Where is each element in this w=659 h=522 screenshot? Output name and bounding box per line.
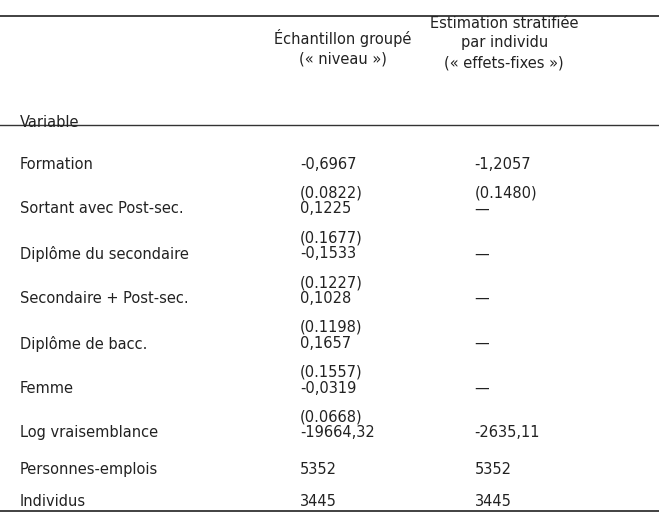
Text: (0.1198): (0.1198): [300, 320, 362, 335]
Text: (0.1557): (0.1557): [300, 365, 362, 380]
Text: 3445: 3445: [474, 494, 511, 509]
Text: -0,1533: -0,1533: [300, 246, 356, 262]
Text: (0.1677): (0.1677): [300, 230, 362, 245]
Text: Secondaire + Post-sec.: Secondaire + Post-sec.: [20, 291, 188, 306]
Text: —: —: [474, 201, 489, 217]
Text: Diplôme de bacc.: Diplôme de bacc.: [20, 336, 147, 352]
Text: Estimation stratifiée
par individu
(« effets-fixes »): Estimation stratifiée par individu (« ef…: [430, 16, 579, 70]
Text: 3445: 3445: [300, 494, 337, 509]
Text: Femme: Femme: [20, 381, 74, 396]
Text: Individus: Individus: [20, 494, 86, 509]
Text: Variable: Variable: [20, 115, 79, 130]
Text: 5352: 5352: [300, 462, 337, 477]
Text: Personnes-emplois: Personnes-emplois: [20, 462, 158, 477]
Text: Log vraisemblance: Log vraisemblance: [20, 425, 158, 441]
Text: (0.1480): (0.1480): [474, 185, 537, 200]
Text: -0,6967: -0,6967: [300, 157, 357, 172]
Text: —: —: [474, 381, 489, 396]
Text: (0.0668): (0.0668): [300, 410, 362, 425]
Text: 0,1028: 0,1028: [300, 291, 351, 306]
Text: -2635,11: -2635,11: [474, 425, 540, 441]
Text: Échantillon groupé
(« niveau »): Échantillon groupé (« niveau »): [274, 29, 411, 66]
Text: Sortant avec Post-sec.: Sortant avec Post-sec.: [20, 201, 183, 217]
Text: —: —: [474, 336, 489, 351]
Text: -0,0319: -0,0319: [300, 381, 357, 396]
Text: 5352: 5352: [474, 462, 511, 477]
Text: —: —: [474, 246, 489, 262]
Text: Formation: Formation: [20, 157, 94, 172]
Text: 0,1225: 0,1225: [300, 201, 351, 217]
Text: —: —: [474, 291, 489, 306]
Text: -19664,32: -19664,32: [300, 425, 374, 441]
Text: Diplôme du secondaire: Diplôme du secondaire: [20, 246, 188, 263]
Text: (0.0822): (0.0822): [300, 185, 362, 200]
Text: 0,1657: 0,1657: [300, 336, 351, 351]
Text: -1,2057: -1,2057: [474, 157, 531, 172]
Text: (0.1227): (0.1227): [300, 275, 362, 290]
